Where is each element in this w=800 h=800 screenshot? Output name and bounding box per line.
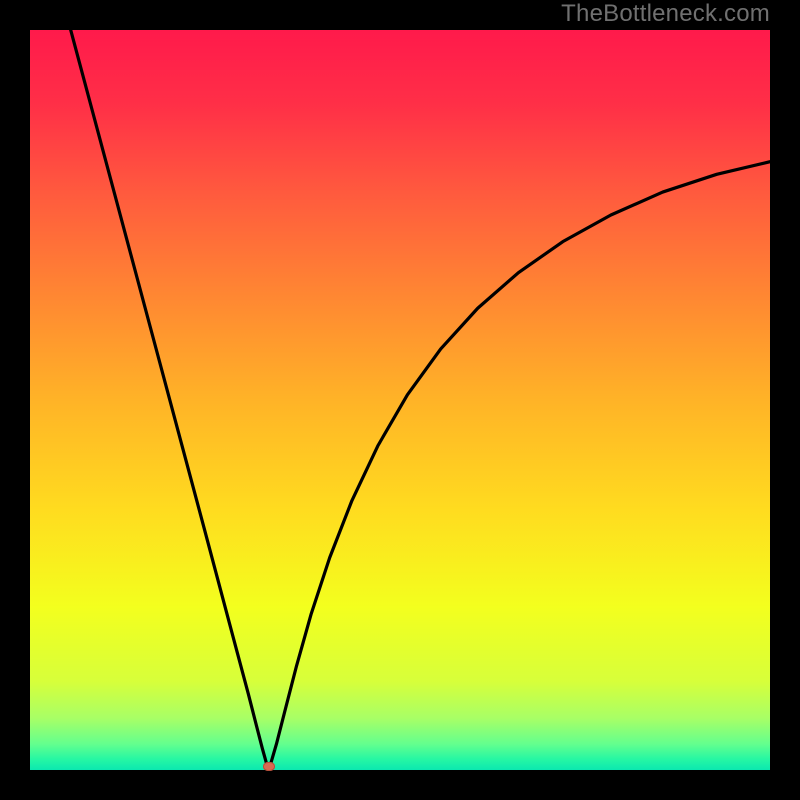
chart-curve-layer	[30, 30, 770, 770]
chart-frame	[30, 30, 770, 770]
vertex-marker	[263, 762, 274, 771]
bottleneck-curve	[71, 30, 770, 769]
watermark-label: TheBottleneck.com	[561, 0, 770, 28]
